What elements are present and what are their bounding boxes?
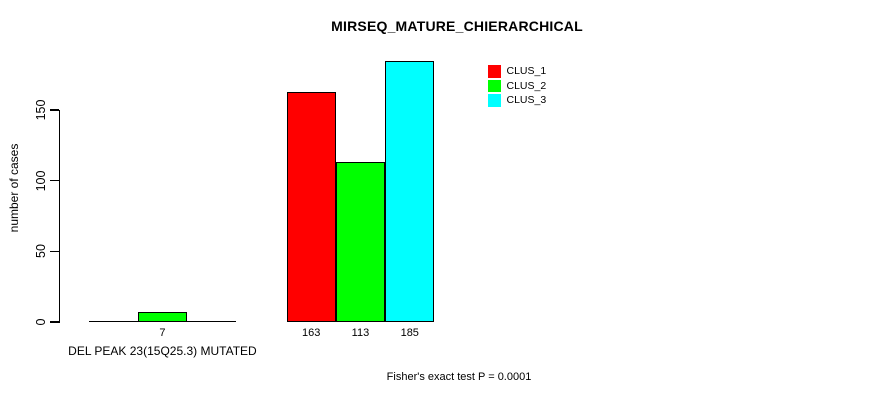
bar-value-label: 163 xyxy=(301,327,321,339)
legend-label: CLUS_2 xyxy=(506,79,547,92)
legend-item-clus_2: CLUS_2 xyxy=(488,79,547,92)
y-tick-label: 0 xyxy=(34,318,48,326)
y-tick-mark xyxy=(49,321,59,323)
y-tick-label: 50 xyxy=(34,244,48,259)
legend-item-clus_1: CLUS_1 xyxy=(488,65,546,78)
legend-label: CLUS_3 xyxy=(506,94,547,107)
bar-clus_3-group1-zero xyxy=(187,321,237,322)
y-tick-mark xyxy=(49,250,59,253)
legend-swatch-clus_2 xyxy=(488,79,501,92)
bar-value-label: 113 xyxy=(351,327,370,339)
bar-value-label: 7 xyxy=(159,327,166,339)
y-tick-label: 150 xyxy=(34,99,48,121)
legend-label: CLUS_1 xyxy=(506,65,547,78)
bar-clus_2-group2 xyxy=(335,162,386,322)
chart-title: MIRSEQ_MATURE_CHIERARCHICAL xyxy=(331,18,583,34)
bar-clus_3-group2 xyxy=(385,60,435,322)
bar-clus_1-group2 xyxy=(286,91,336,322)
fisher-test-note: Fisher's exact test P = 0.0001 xyxy=(386,371,532,383)
bar-value-label: 185 xyxy=(400,327,419,339)
bar-clus_1-group1-zero xyxy=(88,321,138,322)
y-axis-line xyxy=(58,109,60,323)
y-tick-mark xyxy=(49,179,59,182)
x-axis-label: DEL PEAK 23(15Q25.3) MUTATED xyxy=(68,344,257,358)
legend-swatch-clus_1 xyxy=(488,65,501,78)
legend-item-clus_3: CLUS_3 xyxy=(488,94,546,107)
legend-swatch-clus_3 xyxy=(488,94,501,107)
legend: CLUS_1 CLUS_2 CLUS_3 xyxy=(488,65,546,107)
y-tick-label: 100 xyxy=(34,170,48,192)
y-tick-mark xyxy=(49,109,59,111)
bar-clus_2-group1 xyxy=(137,312,188,322)
